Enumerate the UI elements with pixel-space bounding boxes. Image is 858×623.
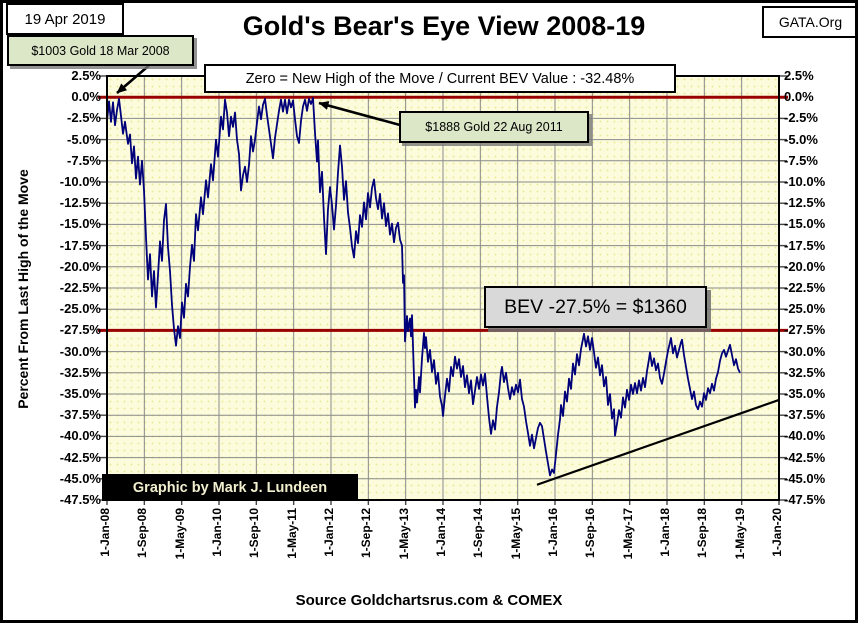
y-axis-tick-label: -20.0% [59,258,101,274]
x-axis-tick-label: 1-Jan-10 [210,508,224,557]
bev-plot-layer [98,61,788,505]
y-axis-tick-label: -10.0% [59,174,101,189]
y-axis-tick-label: -42.5% [59,449,101,465]
date-badge: 19 Apr 2019 [6,3,124,35]
annotation-arrow [116,61,154,94]
x-axis-tick-label: 1-Sep-10 [247,508,262,559]
x-axis-tick-label: 1-Jan-16 [546,508,560,557]
bev-level-callout: BEV -27.5% = $1360 [484,286,707,328]
x-axis-tick-label: 1-Sep-14 [471,508,486,559]
y-axis-tick-label: -2.5% [67,110,101,126]
x-axis-tick-label: 1-Jan-20 [770,508,784,557]
y-axis-tick-label: -30.0% [784,343,826,359]
y-axis-tick-label: -27.5% [59,322,101,338]
y-axis-tick-label: 0.0% [784,89,814,105]
y-axis-tick-label: -37.5% [784,407,826,423]
bev-series-line [106,97,741,477]
y-axis-tick-label: -15.0% [59,216,101,232]
x-axis-tick-label: 1-Jan-12 [322,508,336,557]
y-axis-tick-label: -40.0% [784,428,826,444]
x-axis-tick-label: 1-Jan-08 [98,508,112,557]
y-axis-tick-label: -40.0% [59,428,101,444]
x-axis-tick-label: 1-May-15 [508,508,523,560]
y-axis-tick-label: -17.5% [784,237,826,253]
y-axis-tick-label: -35.0% [784,386,826,401]
y-axis-title: Percent From Last High of the Move [15,169,31,409]
x-axis-tick-label: 1-Sep-18 [695,508,710,559]
y-axis-tick-label: 0.0% [71,89,101,105]
x-axis-tick-label: 1-May-19 [732,508,747,560]
gata-org-badge: GATA.Org [762,6,855,38]
page-title: Gold's Bear's Eye View 2008-19 [242,11,646,41]
y-axis-tick-label: -20.0% [784,258,826,274]
source-line: Source Goldchartsrus.com & COMEX [295,592,563,609]
x-axis-tick-label: 1-Sep-16 [583,508,598,559]
x-axis-tick-label: 1-May-11 [284,508,299,559]
y-axis-tick-label: -12.5% [59,195,101,211]
y-axis-tick-label: -27.5% [784,322,826,338]
y-axis-tick-label: -25.0% [59,301,101,317]
y-axis-tick-label: -7.5% [67,152,101,168]
y-axis-tick-label: -22.5% [784,280,826,295]
zero-definition-note: Zero = New High of the Move / Current BE… [204,64,676,93]
x-axis-tick-label: 1-Sep-08 [135,508,150,559]
y-axis-tick-label: 2.5% [71,68,101,83]
x-axis-tick-label: 1-Jan-18 [658,508,672,557]
y-axis-tick-label: -35.0% [59,386,101,401]
annotation-arrow [318,101,401,127]
y-axis-tick-label: -32.5% [784,364,826,380]
credit-box: Graphic by Mark J. Lundeen [102,474,358,501]
trendline [536,398,780,486]
x-axis-tick-label: 1-May-09 [172,508,187,560]
y-axis-tick-label: -10.0% [784,174,826,189]
y-axis-tick-label: -42.5% [784,449,826,465]
y-axis-tick-label: -7.5% [784,152,818,168]
y-axis-tick-label: -25.0% [784,301,826,317]
y-axis-tick-label: -2.5% [784,110,818,126]
y-axis-tick-label: -30.0% [59,343,101,359]
x-axis-tick-label: 1-May-13 [396,508,411,560]
y-axis-tick-label: -12.5% [784,195,826,211]
y-axis-tick-label: -17.5% [59,237,101,253]
y-axis-tick-label: -5.0% [67,131,101,147]
y-axis-tick-label: -5.0% [784,131,818,147]
y-axis-tick-label: -47.5% [59,492,101,507]
y-axis-tick-label: -45.0% [59,470,101,486]
y-axis-tick-label: -22.5% [59,280,101,295]
x-axis-tick-label: 1-Jan-14 [434,508,448,557]
y-axis-tick-label: -37.5% [59,407,101,423]
x-axis-tick-label: 1-Sep-12 [359,508,374,559]
y-axis-tick-label: -15.0% [784,216,826,232]
y-axis-tick-label: -32.5% [59,364,101,380]
x-axis-tick-label: 1-May-17 [620,508,635,560]
y-axis-tick-label: 2.5% [784,68,814,83]
annotation-gold-1003: $1003 Gold 18 Mar 2008 [7,35,194,66]
y-axis-tick-label: -45.0% [784,470,826,486]
annotation-gold-1888: $1888 Gold 22 Aug 2011 [399,111,589,143]
y-axis-tick-label: -47.5% [784,492,826,507]
